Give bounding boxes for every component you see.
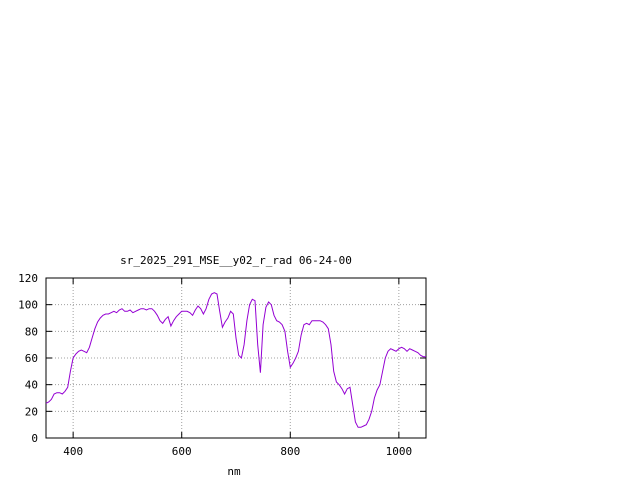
y-tick-label: 0 bbox=[31, 432, 38, 445]
y-tick-label: 80 bbox=[25, 325, 38, 338]
x-axis: 400 600 800 1000 bbox=[63, 278, 412, 458]
y-tick-label: 120 bbox=[18, 272, 38, 285]
x-axis-label: nm bbox=[227, 465, 241, 478]
series-line bbox=[45, 292, 426, 428]
y-tick-label: 100 bbox=[18, 299, 38, 312]
x-tick-label: 800 bbox=[280, 445, 300, 458]
x-tick-label: 600 bbox=[172, 445, 192, 458]
x-tick-label: 400 bbox=[63, 445, 83, 458]
y-tick-label: 40 bbox=[25, 379, 38, 392]
y-tick-label: 60 bbox=[25, 352, 38, 365]
y-tick-label: 20 bbox=[25, 405, 38, 418]
y-axis: 0 20 40 60 80 100 120 bbox=[18, 272, 426, 445]
x-tick-label: 1000 bbox=[386, 445, 413, 458]
grid bbox=[46, 278, 426, 438]
chart-title: sr_2025_291_MSE__y02_r_rad 06-24-00 bbox=[120, 254, 352, 267]
